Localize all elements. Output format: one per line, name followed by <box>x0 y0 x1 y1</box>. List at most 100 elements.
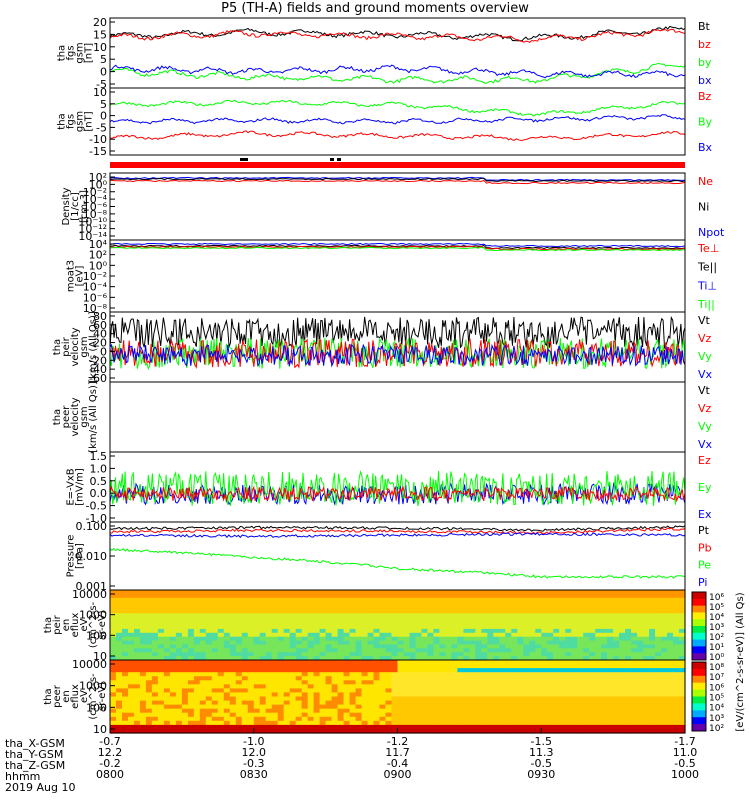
heatmap-cell <box>475 636 482 642</box>
heatmap-cell <box>223 636 231 642</box>
heatmap-cell <box>331 704 339 710</box>
heatmap-cell <box>331 640 339 646</box>
heatmap-cell <box>295 625 303 630</box>
heatmap-cell <box>679 617 686 622</box>
heatmap-cell <box>655 652 662 657</box>
heatmap-cell <box>415 716 423 722</box>
heatmap-cell <box>319 621 327 626</box>
heatmap-cell <box>235 684 243 689</box>
heatmap-cell <box>517 680 524 685</box>
heatmap-cell <box>445 636 452 642</box>
heatmap-cell <box>433 672 440 677</box>
heatmap-cell <box>625 692 632 698</box>
series-bx <box>109 64 686 79</box>
heatmap-cell <box>439 601 446 607</box>
heatmap-cell <box>643 684 650 689</box>
heatmap-cell <box>565 644 572 649</box>
heatmap-cell <box>349 656 357 661</box>
heatmap-cell <box>499 613 506 618</box>
x-tick-label: 1000 <box>671 768 699 781</box>
heatmap-cell <box>481 660 488 665</box>
heatmap-cell <box>613 660 620 665</box>
heatmap-cell <box>397 609 405 614</box>
y-axis-label: peer <box>52 684 63 708</box>
heatmap-cell <box>619 601 626 607</box>
heatmap-cell <box>451 728 458 734</box>
heatmap-cell <box>631 680 638 685</box>
heatmap-cell <box>349 664 357 669</box>
heatmap-cell <box>547 617 554 622</box>
heatmap-cell <box>379 708 387 714</box>
heatmap-cell <box>211 684 219 689</box>
heatmap-cell <box>643 724 650 730</box>
heatmap-cell <box>457 716 464 722</box>
heatmap-cell <box>217 688 225 694</box>
heatmap-cell <box>397 613 405 618</box>
heatmap-cell <box>134 652 141 657</box>
heatmap-cell <box>349 640 357 646</box>
heatmap-cell <box>349 613 357 618</box>
heatmap-cell <box>163 632 171 638</box>
heatmap-cell <box>307 720 315 726</box>
heatmap-cell <box>349 704 357 710</box>
heatmap-cell <box>169 728 177 734</box>
heatmap-cell <box>271 692 279 698</box>
colorbar-band <box>692 612 706 620</box>
heatmap-cell <box>187 672 195 677</box>
heatmap-cell <box>205 613 213 618</box>
heatmap-cell <box>517 590 524 595</box>
heatmap-cell <box>373 648 381 653</box>
heatmap-cell <box>631 609 638 614</box>
heatmap-cell <box>577 712 584 718</box>
heatmap-cell <box>301 621 309 626</box>
heatmap-cell <box>181 728 189 734</box>
heatmap-cell <box>529 668 536 673</box>
heatmap-cell <box>499 716 506 722</box>
heatmap-cell <box>128 704 135 710</box>
heatmap-cell <box>499 648 506 653</box>
heatmap-cell <box>265 640 273 646</box>
heatmap-cell <box>403 628 411 634</box>
heatmap-cell <box>583 590 590 595</box>
heatmap-cell <box>313 716 321 722</box>
heatmap-cell <box>163 728 171 734</box>
heatmap-cell <box>463 590 470 595</box>
heatmap-cell <box>169 724 177 730</box>
series-By <box>109 99 685 117</box>
heatmap-cell <box>277 728 285 734</box>
heatmap-cell <box>589 664 596 669</box>
heatmap-cell <box>295 664 303 669</box>
heatmap-cell <box>373 632 381 638</box>
chart-title: P5 (TH-A) fields and ground moments over… <box>221 1 529 16</box>
heatmap-cell <box>583 696 590 702</box>
heatmap-cell <box>181 704 189 710</box>
heatmap-cell <box>619 700 626 706</box>
heatmap-cell <box>385 660 393 665</box>
heatmap-cell <box>475 648 482 653</box>
heatmap-cell <box>145 644 153 649</box>
y-tick-label: 10000 <box>72 588 107 601</box>
y-tick-label: 0.0 <box>90 487 108 500</box>
heatmap-cell <box>157 593 165 599</box>
heatmap-cell <box>517 609 524 614</box>
heatmap-cell <box>553 708 560 714</box>
heatmap-cell <box>535 617 542 622</box>
footer-row-z-gsm: tha_Z-GSM <box>5 759 66 772</box>
heatmap-cell <box>469 680 476 685</box>
heatmap-cell <box>134 617 141 622</box>
heatmap-cell <box>367 648 375 653</box>
heatmap-cell <box>337 636 345 642</box>
heatmap-cell <box>235 720 243 726</box>
heatmap-cell <box>481 680 488 685</box>
heatmap-cell <box>181 652 189 657</box>
heatmap-cell <box>511 593 518 599</box>
heatmap-cell <box>589 617 596 622</box>
heatmap-cell <box>493 601 500 607</box>
heatmap-cell <box>403 708 411 714</box>
heatmap-cell <box>343 609 351 614</box>
heatmap-cell <box>229 668 237 673</box>
heatmap-cell <box>307 712 315 718</box>
heatmap-cell <box>655 720 662 726</box>
